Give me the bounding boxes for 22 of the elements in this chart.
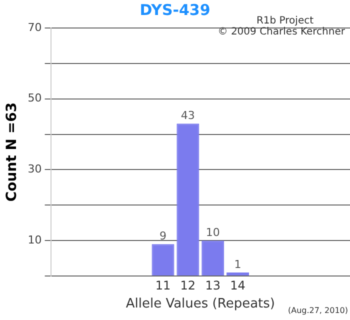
y-tick-label: 70 — [28, 20, 42, 34]
x-tick-label: 13 — [205, 278, 221, 292]
data-label: 10 — [206, 226, 220, 239]
y-tick-label: 30 — [28, 162, 42, 176]
bar — [176, 124, 200, 276]
text: R1b Project — [256, 16, 314, 27]
x-tick-label: 12 — [180, 278, 196, 292]
chart-title: DYS-439 — [140, 0, 210, 19]
x-tick-label: 14 — [230, 278, 246, 292]
data-label: 1 — [234, 258, 242, 271]
x-axis-title: Allele Values (Repeats) — [126, 296, 275, 312]
data-label: 43 — [180, 109, 195, 122]
data-label: 9 — [160, 229, 166, 242]
text: (Aug.27, 2010) — [288, 306, 348, 316]
x-tick-label: 11 — [155, 278, 171, 292]
bar — [226, 272, 250, 276]
bar — [152, 244, 174, 276]
bar — [202, 240, 224, 276]
y-axis-title: Count N =63 — [4, 102, 20, 202]
y-tick-label: 50 — [28, 92, 42, 105]
annotation: © 2009 Charles Kerchner — [218, 26, 346, 38]
y-tick-label: 10 — [28, 233, 42, 246]
